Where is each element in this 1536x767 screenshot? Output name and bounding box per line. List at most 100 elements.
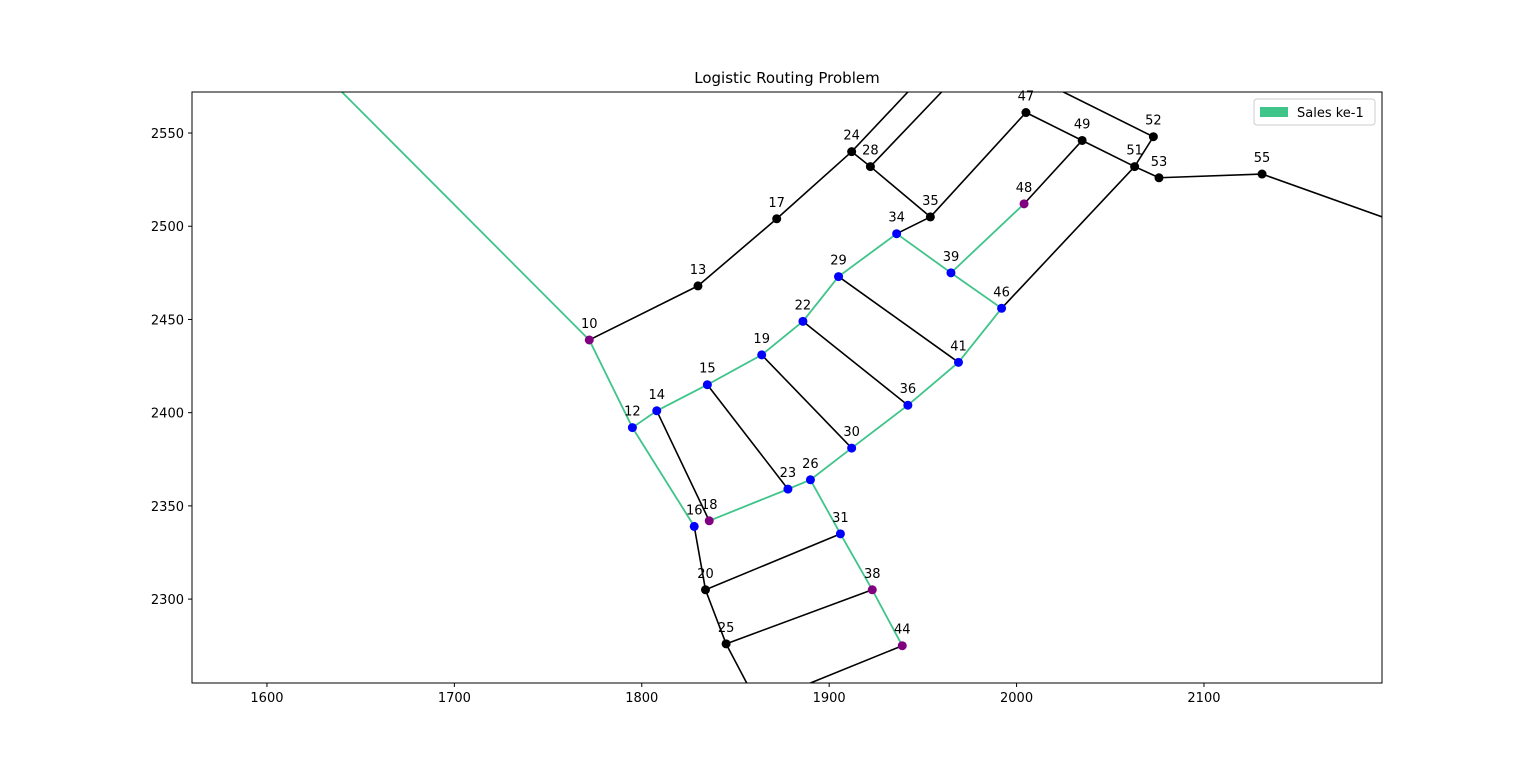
road-stub-24 bbox=[851, 92, 909, 153]
node-20 bbox=[700, 585, 710, 595]
node-46 bbox=[997, 303, 1007, 313]
axes: 1600 1700 1800 1900 2000 2100 2300 2350 2400 2450… bbox=[151, 91, 1383, 706]
node-label-29: 29 bbox=[830, 254, 847, 269]
legend-swatch bbox=[1260, 107, 1288, 117]
node-label-26: 26 bbox=[802, 457, 819, 472]
node-label-20: 20 bbox=[697, 567, 714, 582]
route-main bbox=[588, 203, 1025, 429]
node-label-10: 10 bbox=[581, 317, 598, 332]
road-stub-52 bbox=[1063, 92, 1154, 138]
road-edge-16-20 bbox=[693, 526, 707, 590]
x-tick-label-1600: 1600 bbox=[250, 691, 283, 706]
node-label-52: 52 bbox=[1145, 114, 1162, 129]
road-stub-55 bbox=[1261, 173, 1382, 218]
node-label-13: 13 bbox=[690, 263, 707, 278]
road-edge-53-55 bbox=[1158, 173, 1263, 179]
road-edge-15-23 bbox=[706, 384, 789, 490]
node-label-49: 49 bbox=[1074, 117, 1091, 132]
node-label-53: 53 bbox=[1151, 155, 1168, 170]
x-tick-label-1700: 1700 bbox=[438, 691, 471, 706]
road-edge-13-17 bbox=[697, 218, 778, 287]
node-31 bbox=[835, 529, 845, 539]
x-tick-label-1900: 1900 bbox=[813, 691, 846, 706]
node-29 bbox=[834, 272, 844, 282]
node-34 bbox=[892, 229, 902, 239]
node-label-25: 25 bbox=[718, 621, 735, 636]
road-edge-20-31 bbox=[705, 533, 841, 591]
y-tick-label-2300: 2300 bbox=[151, 593, 184, 608]
x-tick-label-1800: 1800 bbox=[625, 691, 658, 706]
node-24 bbox=[847, 147, 857, 157]
route-branch-1 bbox=[708, 272, 1003, 522]
legend: Sales ke-1 bbox=[1253, 98, 1376, 126]
node-label-30: 30 bbox=[843, 425, 860, 440]
node-label-28: 28 bbox=[862, 144, 879, 159]
node-48 bbox=[1019, 199, 1029, 209]
legend-box bbox=[1253, 98, 1376, 126]
road-edge-29-41 bbox=[838, 275, 959, 363]
y-tick-label-2550: 2550 bbox=[151, 127, 184, 142]
node-label-47: 47 bbox=[1018, 90, 1035, 105]
node-13 bbox=[693, 281, 703, 291]
road-edge-20-25 bbox=[704, 589, 727, 645]
x-tick-label-2100: 2100 bbox=[1187, 691, 1220, 706]
node-10 bbox=[584, 335, 594, 345]
road-edge-19-30 bbox=[761, 354, 853, 449]
node-28 bbox=[865, 162, 875, 172]
node-19 bbox=[757, 350, 767, 360]
node-label-22: 22 bbox=[795, 298, 812, 313]
y-tick-label-2500: 2500 bbox=[151, 220, 184, 235]
y-tick-label-2450: 2450 bbox=[151, 313, 184, 328]
route-branch-0 bbox=[631, 427, 695, 527]
road-edge-17-24 bbox=[776, 151, 853, 220]
node-35 bbox=[925, 212, 935, 222]
node-label-24: 24 bbox=[843, 129, 860, 144]
node-14 bbox=[652, 406, 662, 416]
node-47 bbox=[1021, 108, 1031, 118]
node-label-12: 12 bbox=[624, 405, 641, 420]
node-30 bbox=[847, 443, 857, 453]
node-17 bbox=[772, 214, 782, 224]
node-44 bbox=[897, 641, 907, 651]
node-26 bbox=[805, 475, 815, 485]
node-55 bbox=[1257, 169, 1267, 179]
node-label-44: 44 bbox=[894, 623, 911, 638]
node-labels: 10 12 13 14 15 16 17 18 19 20 22 23 24 25 26 28 29 30 31 34… bbox=[581, 90, 1270, 638]
node-label-15: 15 bbox=[699, 362, 716, 377]
route-stub bbox=[341, 92, 590, 341]
road-stub-44 bbox=[810, 644, 903, 683]
node-label-17: 17 bbox=[768, 196, 785, 211]
node-label-19: 19 bbox=[753, 332, 770, 347]
node-49 bbox=[1077, 135, 1087, 145]
route-branch-2 bbox=[809, 479, 904, 647]
node-label-16: 16 bbox=[686, 503, 703, 518]
node-label-23: 23 bbox=[780, 466, 797, 481]
node-23 bbox=[783, 484, 793, 494]
chart-title: Logistic Routing Problem bbox=[694, 69, 879, 87]
node-38 bbox=[867, 585, 877, 595]
road-edge-47-49 bbox=[1025, 111, 1083, 142]
node-label-35: 35 bbox=[922, 194, 939, 209]
road-edge-51-52 bbox=[1133, 136, 1155, 167]
node-15 bbox=[702, 380, 712, 390]
road-stub-25 bbox=[725, 643, 748, 683]
node-label-18: 18 bbox=[701, 498, 718, 513]
road-edge-28-35 bbox=[869, 165, 931, 218]
node-label-14: 14 bbox=[648, 388, 665, 403]
node-label-31: 31 bbox=[832, 511, 849, 526]
node-39 bbox=[946, 268, 956, 278]
road-edge-14-18 bbox=[656, 410, 710, 522]
node-label-41: 41 bbox=[950, 339, 967, 354]
road-edge-51-46 bbox=[1000, 166, 1136, 309]
node-label-48: 48 bbox=[1016, 181, 1033, 196]
node-41 bbox=[953, 357, 963, 367]
node-51 bbox=[1130, 162, 1140, 172]
node-36 bbox=[903, 400, 913, 410]
plot-area bbox=[341, 92, 1382, 683]
node-label-46: 46 bbox=[993, 285, 1010, 300]
node-12 bbox=[627, 423, 637, 433]
y-tick-label-2400: 2400 bbox=[151, 407, 184, 422]
node-22 bbox=[798, 316, 808, 326]
road-edge-35-34 bbox=[896, 216, 931, 235]
